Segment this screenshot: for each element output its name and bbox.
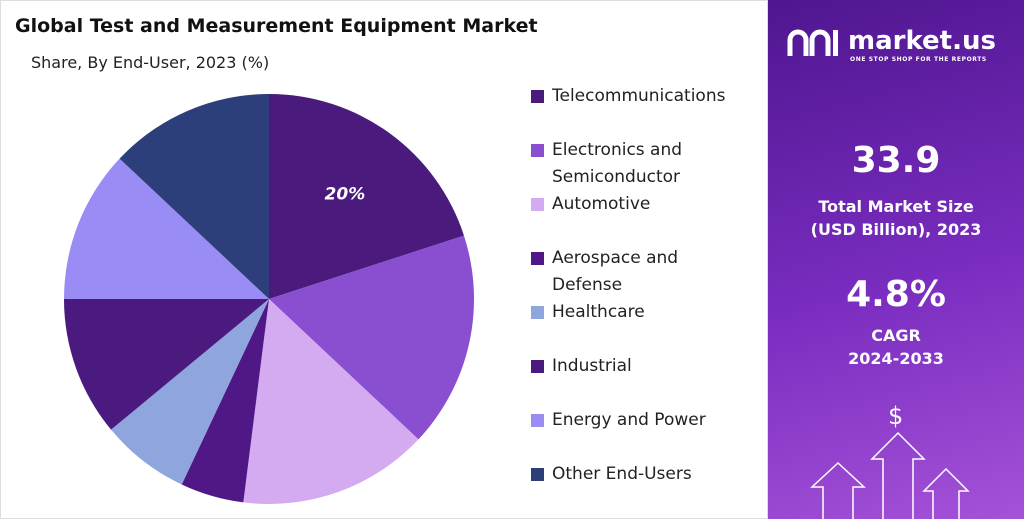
chart-subtitle: Share, By End-User, 2023 (%) xyxy=(31,53,270,72)
legend-item: Telecommunications xyxy=(531,83,756,110)
dollar-icon: $ xyxy=(888,402,904,430)
pie-slice xyxy=(111,299,269,485)
legend-label: Industrial xyxy=(552,356,632,376)
legend-label: Other End-Users xyxy=(552,464,692,484)
legend-item: Healthcare xyxy=(531,299,756,326)
cagr-period: 2024-2033 xyxy=(848,349,944,368)
cagr-label: CAGR xyxy=(871,326,921,345)
side-panel: market.us ONE STOP SHOP FOR THE REPORTS … xyxy=(768,0,1024,519)
legend-swatch xyxy=(531,360,544,373)
pie-slice xyxy=(181,299,269,503)
legend-swatch xyxy=(531,468,544,481)
market-size-label: Total Market Size (USD Billion), 2023 xyxy=(810,197,982,239)
slice-label: 20% xyxy=(325,185,366,205)
legend-item: Electronics and Semiconductor xyxy=(531,137,756,191)
pie-slice xyxy=(269,235,474,440)
legend-label: Healthcare xyxy=(552,302,645,322)
brand: market.us xyxy=(848,26,996,56)
pie-slice xyxy=(119,94,269,299)
legend-swatch xyxy=(531,252,544,265)
market-size: 33.9 xyxy=(851,140,941,181)
legend-swatch xyxy=(531,306,544,319)
pie-slice xyxy=(64,158,269,299)
arrows-icon xyxy=(810,431,970,519)
legend-item: Industrial xyxy=(531,353,756,380)
pie-slice xyxy=(243,299,419,504)
chart-title: Global Test and Measurement Equipment Ma… xyxy=(15,15,538,37)
legend-label: Electronics and Semiconductor xyxy=(552,140,683,187)
logo-icon xyxy=(787,29,838,56)
legend-swatch xyxy=(531,90,544,103)
legend-item: Automotive xyxy=(531,191,756,218)
legend-label: Aerospace and Defense xyxy=(552,248,679,295)
chart-area: 20% Global Test and Measurement Equipmen… xyxy=(0,0,768,519)
pie-chart: 20% xyxy=(64,94,474,504)
legend-item: Other End-Users xyxy=(531,461,756,488)
legend-label: Energy and Power xyxy=(552,410,706,430)
tagline: ONE STOP SHOP FOR THE REPORTS xyxy=(850,56,987,63)
legend-swatch xyxy=(531,144,544,157)
cagr: 4.8% xyxy=(846,274,946,315)
legend-label: Automotive xyxy=(552,194,651,214)
legend-label: Telecommunications xyxy=(552,86,726,106)
pie-slice xyxy=(64,299,269,430)
legend-item: Energy and Power xyxy=(531,407,756,434)
legend-swatch xyxy=(531,414,544,427)
pie-slice xyxy=(269,94,464,299)
legend-swatch xyxy=(531,198,544,211)
legend-item: Aerospace and Defense xyxy=(531,245,756,299)
